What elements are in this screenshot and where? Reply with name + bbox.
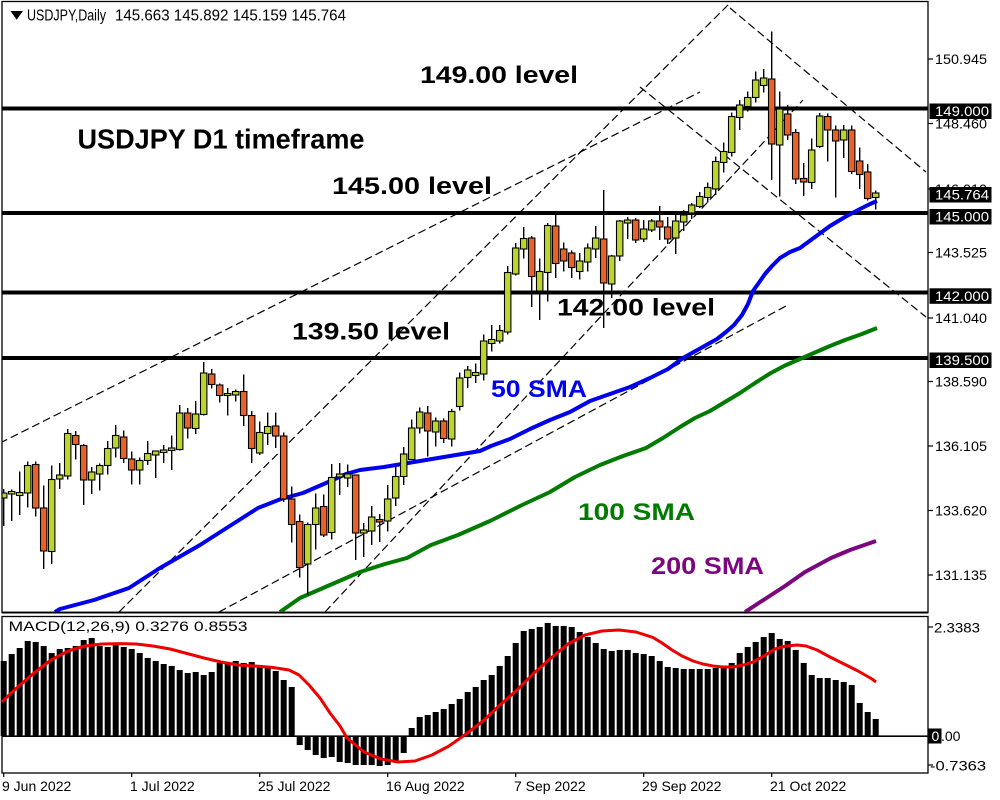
svg-text:148.460: 148.460 [935,115,987,131]
svg-text:1 Jul 2022: 1 Jul 2022 [130,778,195,794]
svg-text:145.663 145.892 145.159 145.76: 145.663 145.892 145.159 145.764 [115,7,346,24]
svg-text:7 Sep 2022: 7 Sep 2022 [514,778,586,794]
svg-text:25 Jul 2022: 25 Jul 2022 [258,778,331,794]
svg-text:149.000: 149.000 [935,103,989,119]
svg-text:16 Aug 2022: 16 Aug 2022 [386,778,465,794]
svg-text:143.525: 143.525 [935,244,987,260]
svg-text:138.590: 138.590 [935,373,987,389]
svg-text:200 SMA: 200 SMA [651,553,764,580]
svg-text:142.00 level: 142.00 level [557,295,715,322]
svg-text:131.135: 131.135 [935,567,987,583]
svg-text:-0.7363: -0.7363 [930,757,986,773]
svg-text:0: 0 [932,728,940,744]
svg-text:139.50 level: 139.50 level [292,319,450,346]
svg-text:136.105: 136.105 [935,438,987,454]
svg-text:150.945: 150.945 [935,51,987,67]
svg-text:145.000: 145.000 [935,209,989,225]
svg-text:2.3383: 2.3383 [934,619,980,635]
svg-text:139.500: 139.500 [935,352,989,368]
svg-text:.00: .00 [941,728,961,744]
svg-text:21 Oct 2022: 21 Oct 2022 [770,778,846,794]
svg-text:145.764: 145.764 [935,187,989,203]
svg-text:USDJPY D1 timeframe: USDJPY D1 timeframe [78,124,365,155]
svg-text:9 Jun 2022: 9 Jun 2022 [2,778,71,794]
svg-text:50 SMA: 50 SMA [491,376,587,403]
svg-text:141.040: 141.040 [935,310,987,326]
svg-text:145.00 level: 145.00 level [332,173,492,200]
svg-text:29 Sep 2022: 29 Sep 2022 [642,778,722,794]
svg-text:100 SMA: 100 SMA [578,499,695,526]
svg-text:133.620: 133.620 [935,502,987,518]
svg-text:149.00 level: 149.00 level [420,62,578,89]
svg-text:142.000: 142.000 [935,288,989,304]
svg-text:MACD(12,26,9) 0.3276 0.8553: MACD(12,26,9) 0.3276 0.8553 [9,618,248,634]
svg-text:USDJPY,Daily: USDJPY,Daily [27,7,106,24]
